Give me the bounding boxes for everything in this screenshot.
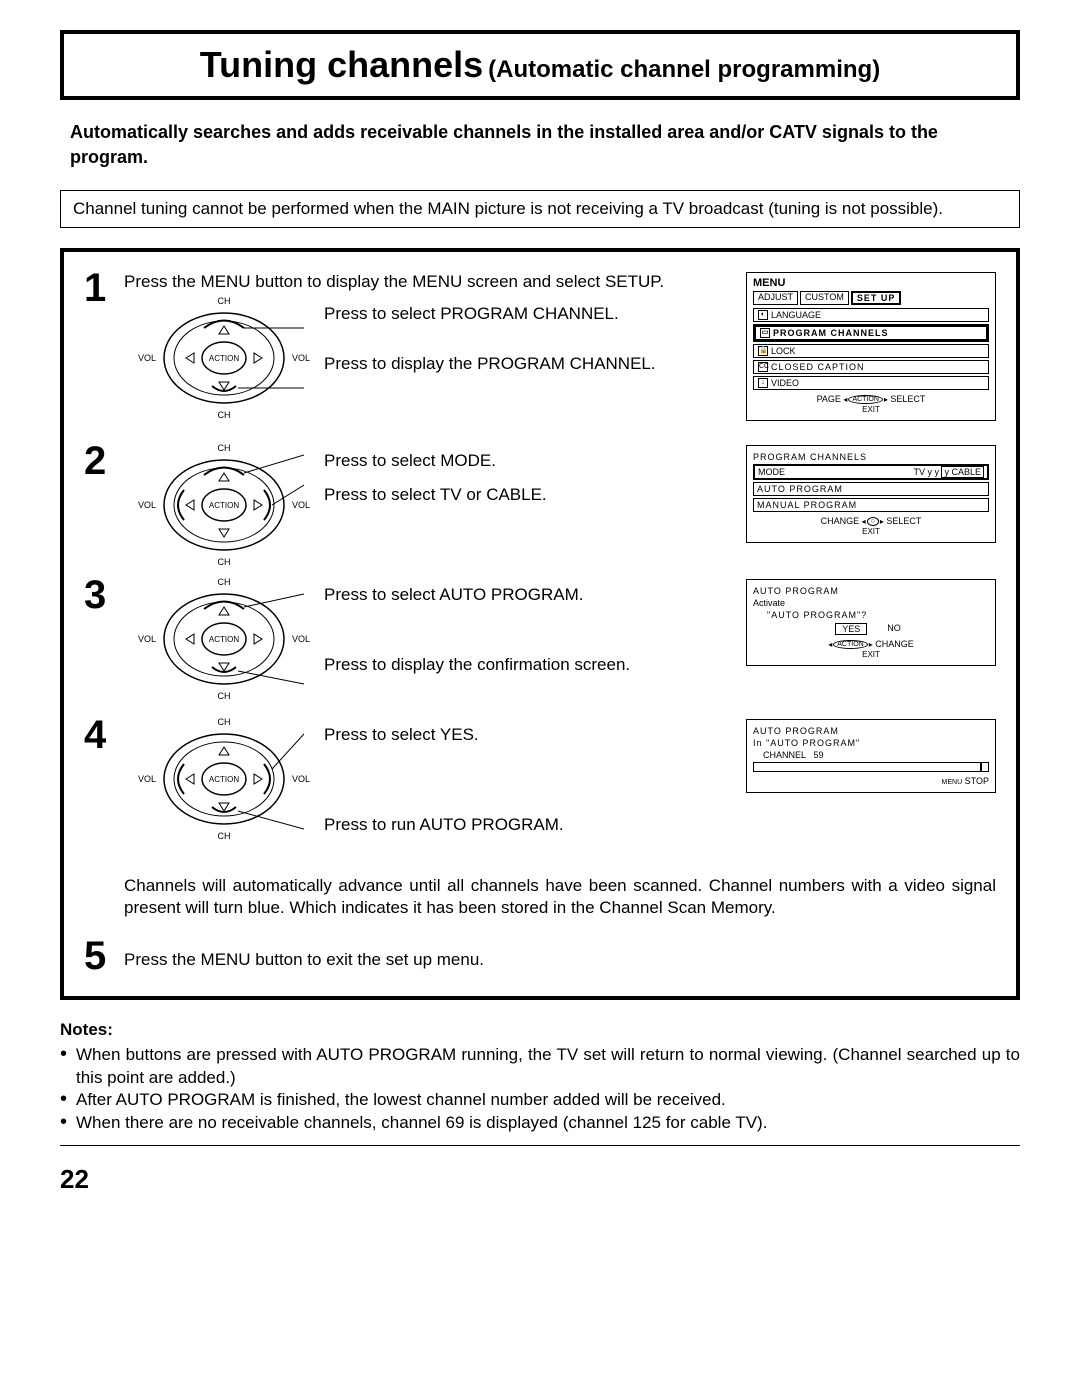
- step-1-b: Press to display the PROGRAM CHANNEL.: [324, 354, 736, 374]
- page-title-sub: (Automatic channel programming): [488, 56, 880, 83]
- step-2-b: Press to select TV or CABLE.: [324, 485, 736, 505]
- step-2: 2 CH CH VOL VOL A: [84, 441, 996, 565]
- step-4: 4 CH CH VOL VOL A: [84, 715, 996, 865]
- step-3-num: 3: [84, 575, 124, 615]
- dial-icon: CH CH VOL VOL ACTION: [144, 719, 304, 839]
- osd-menu: MENU ADJUST CUSTOM SET UP ◐LANGUAGE ▭PRO…: [746, 272, 996, 421]
- dial-icon: CH CH VOL VOL ACTION: [144, 579, 304, 699]
- tuning-note-text: Channel tuning cannot be performed when …: [73, 199, 943, 218]
- step-4-a: Press to select YES.: [324, 725, 736, 745]
- step-1: 1 Press the MENU button to display the M…: [84, 268, 996, 431]
- steps-box: 1 Press the MENU button to display the M…: [60, 248, 1020, 999]
- svg-text:ACTION: ACTION: [209, 501, 239, 510]
- svg-text:ACTION: ACTION: [209, 354, 239, 363]
- notes-list: When buttons are pressed with AUTO PROGR…: [60, 1044, 1020, 1136]
- step-3: 3 CH CH VOL VOL A: [84, 575, 996, 705]
- step-1-a: Press to select PROGRAM CHANNEL.: [324, 304, 736, 324]
- page-title-main: Tuning channels: [200, 44, 483, 85]
- step-4-b: Press to run AUTO PROGRAM.: [324, 815, 736, 835]
- intro-text: Automatically searches and adds receivab…: [60, 120, 1020, 170]
- tuning-note-box: Channel tuning cannot be performed when …: [60, 190, 1020, 228]
- svg-text:ACTION: ACTION: [209, 775, 239, 784]
- note-item: When there are no receivable channels, c…: [60, 1112, 1020, 1135]
- step-1-text: Press the MENU button to display the MEN…: [124, 272, 736, 292]
- title-box: Tuning channels (Automatic channel progr…: [60, 30, 1020, 100]
- step-4-num: 4: [84, 715, 124, 755]
- step-2-a: Press to select MODE.: [324, 451, 736, 471]
- step-5-num: 5: [84, 936, 124, 976]
- progress-bar: [753, 762, 989, 772]
- step-1-num: 1: [84, 268, 124, 308]
- step-5: 5 Press the MENU button to exit the set …: [84, 936, 996, 976]
- step-3-a: Press to select AUTO PROGRAM.: [324, 585, 736, 605]
- step-5-text: Press the MENU button to exit the set up…: [124, 940, 484, 970]
- osd-auto-program-confirm: AUTO PROGRAM Activate "AUTO PROGRAM"? YE…: [746, 579, 996, 666]
- osd-auto-program-running: AUTO PROGRAM In "AUTO PROGRAM" CHANNEL 5…: [746, 719, 996, 793]
- note-item: When buttons are pressed with AUTO PROGR…: [60, 1044, 1020, 1090]
- dial-icon: CH CH VOL VOL ACTION: [144, 445, 304, 565]
- dial-icon: CH CH VOL VOL ACTION: [144, 298, 304, 418]
- separator: [60, 1145, 1020, 1146]
- svg-text:ACTION: ACTION: [209, 635, 239, 644]
- step-3-b: Press to display the confirmation screen…: [324, 655, 736, 675]
- page-number: 22: [60, 1164, 1020, 1195]
- result-text: Channels will automatically advance unti…: [124, 875, 996, 919]
- notes-heading: Notes:: [60, 1020, 1020, 1040]
- osd-program-channels: PROGRAM CHANNELS MODE TV у у у CABLE AUT…: [746, 445, 996, 543]
- note-item: After AUTO PROGRAM is finished, the lowe…: [60, 1089, 1020, 1112]
- step-2-num: 2: [84, 441, 124, 481]
